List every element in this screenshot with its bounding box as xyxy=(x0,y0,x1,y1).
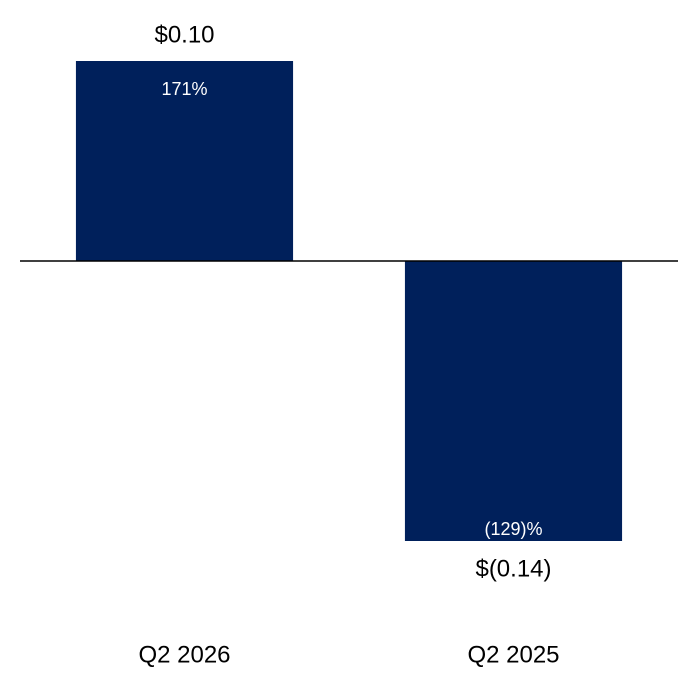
x-tick-label: Q2 2026 xyxy=(138,641,230,668)
bar xyxy=(404,261,623,541)
value-label: $(0.14) xyxy=(475,555,551,582)
bar xyxy=(75,61,294,261)
change-label: (129)% xyxy=(484,519,542,539)
value-label: $0.10 xyxy=(154,21,214,48)
x-tick-label: Q2 2025 xyxy=(467,641,559,668)
change-label: 171% xyxy=(161,79,207,99)
